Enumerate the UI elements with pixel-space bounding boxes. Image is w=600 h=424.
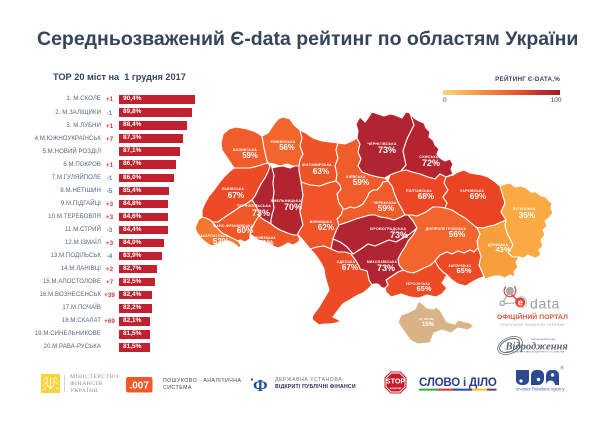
svg-text:КИЇВСЬКА: КИЇВСЬКА — [346, 175, 365, 179]
svg-text:Investor Relations Agency: Investor Relations Agency — [516, 387, 565, 392]
svg-text:60%: 60% — [237, 226, 254, 235]
svg-text:ЛЬВІВСЬКА: ЛЬВІВСЬКА — [222, 187, 244, 191]
svg-text:ВІННИЦЬКА: ВІННИЦЬКА — [310, 220, 333, 224]
svg-text:ЧЕРНІВЕЦЬКА: ЧЕРНІВЕЦЬКА — [250, 236, 276, 240]
svg-text:69%: 69% — [470, 192, 487, 201]
svg-text:73%: 73% — [378, 145, 396, 155]
svg-text:68%: 68% — [418, 192, 435, 201]
svg-text:ОДЕСЬКА: ОДЕСЬКА — [337, 260, 356, 264]
svg-text:65%: 65% — [416, 284, 431, 293]
svg-text:РІВНЕНСЬКА: РІВНЕНСЬКА — [271, 140, 296, 144]
svg-text:ВОЛИНСЬКА: ВОЛИНСЬКА — [233, 148, 257, 152]
svg-text:73%: 73% — [390, 230, 408, 240]
svg-text:15%: 15% — [422, 322, 435, 328]
svg-text:ДНІПРОПЕТРОВСЬКА: ДНІПРОПЕТРОВСЬКА — [426, 227, 467, 231]
svg-text:ХМЕЛЬНИЦЬКА: ХМЕЛЬНИЦЬКА — [271, 199, 302, 203]
svg-text:ЗАКАРПАТСЬКА: ЗАКАРПАТСЬКА — [198, 234, 229, 238]
svg-text:МИКОЛАЇВСЬКА: МИКОЛАЇВСЬКА — [367, 260, 398, 264]
svg-text:ЛУГАНСЬКА: ЛУГАНСЬКА — [513, 207, 536, 211]
svg-text:ПОЛТАВСЬКА: ПОЛТАВСЬКА — [406, 189, 432, 193]
svg-text:.007: .007 — [129, 381, 149, 392]
svg-text:ЧЕРКАСЬКА: ЧЕРКАСЬКА — [374, 201, 397, 205]
svg-text:67%: 67% — [342, 263, 359, 272]
svg-text:корупції: корупції — [390, 386, 401, 390]
svg-text:67%: 67% — [228, 191, 245, 200]
svg-text:59%: 59% — [242, 151, 258, 160]
svg-text:ЗАПОРІЗЬКА: ЗАПОРІЗЬКА — [448, 264, 472, 268]
svg-text:ХЕРСОНСЬКА: ХЕРСОНСЬКА — [406, 282, 431, 286]
svg-text:65%: 65% — [456, 266, 471, 275]
svg-text:56%: 56% — [279, 143, 295, 152]
svg-text:ДОНЕЦЬКА: ДОНЕЦЬКА — [488, 243, 508, 247]
svg-text:Ф: Ф — [253, 376, 268, 395]
svg-text:STOP: STOP — [386, 377, 406, 386]
svg-text:КІРОВОГРАДСЬКА: КІРОВОГРАДСЬКА — [370, 227, 407, 231]
svg-text:МІЖНАРОДНИЙ ФОНД: МІЖНАРОДНИЙ ФОНД — [531, 338, 555, 341]
svg-text:56%: 56% — [449, 230, 466, 239]
svg-text:63%: 63% — [313, 167, 330, 176]
svg-text:АР КРИМ: АР КРИМ — [418, 317, 433, 321]
svg-text:®: ® — [561, 365, 565, 371]
svg-text:73%: 73% — [252, 208, 270, 218]
svg-text:61%: 61% — [258, 238, 273, 247]
svg-text:52%: 52% — [213, 237, 230, 246]
svg-text:59%: 59% — [378, 204, 395, 213]
svg-text:е: е — [518, 298, 523, 309]
svg-text:data: data — [530, 296, 560, 312]
svg-text:ТЕРНОПІЛЬСЬКА: ТЕРНОПІЛЬСЬКА — [237, 204, 271, 208]
svg-text:ЧЕРНІГІВСЬКА: ЧЕРНІГІВСЬКА — [367, 142, 397, 146]
svg-text:43%: 43% — [495, 245, 510, 254]
svg-text:ХАРКІВСЬКА: ХАРКІВСЬКА — [460, 189, 485, 193]
svg-text:СУМСЬКА: СУМСЬКА — [419, 155, 439, 159]
svg-text:59%: 59% — [353, 178, 370, 187]
svg-text:72%: 72% — [422, 158, 440, 168]
svg-text:Відродження: Відродження — [505, 341, 569, 352]
svg-text:35%: 35% — [519, 211, 536, 220]
svg-text:62%: 62% — [318, 223, 335, 232]
svg-text:СЛОВО і ДІЛО: СЛОВО і ДІЛО — [419, 377, 497, 389]
svg-text:ЖИТОМИРСЬКА: ЖИТОМИРСЬКА — [301, 163, 332, 167]
svg-text:70%: 70% — [284, 202, 302, 212]
svg-text:ВІДБУДОВА ТА РОЗВИТОК ВІДКРИТО: ВІДБУДОВА ТА РОЗВИТОК ВІДКРИТОГО СУСПІЛЬ… — [506, 350, 564, 353]
svg-text:73%: 73% — [377, 263, 395, 273]
svg-text:ІВАНО-ФРАНКІВСЬКА: ІВАНО-ФРАНКІВСЬКА — [213, 224, 254, 228]
